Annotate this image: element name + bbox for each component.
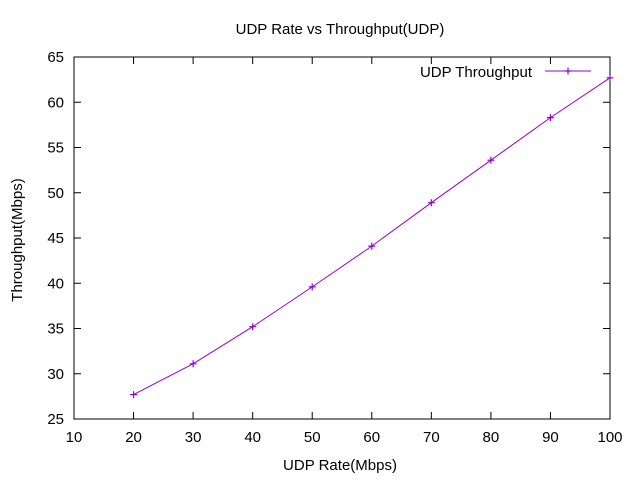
- data-point: [427, 199, 435, 207]
- chart-title: UDP Rate vs Throughput(UDP): [236, 21, 445, 38]
- y-tick-label: 25: [47, 411, 64, 428]
- y-tick-label: 45: [47, 230, 64, 247]
- data-point: [130, 391, 138, 399]
- y-tick-label: 60: [47, 94, 64, 111]
- y-tick-label: 35: [47, 321, 64, 338]
- x-tick-label: 100: [597, 429, 622, 446]
- x-tick-label: 20: [125, 429, 142, 446]
- x-tick-label: 70: [423, 429, 440, 446]
- y-tick-label: 65: [47, 49, 64, 66]
- y-tick-label: 50: [47, 185, 64, 202]
- ticks: 10 20 30 40 50 60 70 80 90 100 25 30 35 40 45 50 55 60 65: [47, 49, 622, 446]
- data-point: [189, 360, 197, 368]
- legend-marker: [564, 67, 572, 75]
- x-tick-label: 30: [185, 429, 202, 446]
- data-point: [308, 283, 316, 291]
- legend: UDP Throughput: [420, 64, 591, 81]
- y-axis-title: Throughput(Mbps): [9, 178, 26, 301]
- x-tick-label: 10: [66, 429, 83, 446]
- axes: [73, 56, 611, 420]
- data-point: [546, 114, 554, 122]
- y-tick-label: 55: [47, 140, 64, 157]
- x-tick-label: 60: [363, 429, 380, 446]
- data-point: [249, 323, 257, 331]
- data-point: [487, 156, 495, 164]
- data-point: [368, 242, 376, 250]
- x-tick-label: 40: [244, 429, 261, 446]
- series-layer: [130, 74, 614, 399]
- plot-frame: [73, 56, 611, 420]
- data-point: [606, 74, 614, 82]
- y-tick-label: 30: [47, 366, 64, 383]
- x-tick-label: 80: [483, 429, 500, 446]
- x-tick-label: 90: [542, 429, 559, 446]
- legend-label: UDP Throughput: [420, 64, 533, 81]
- x-axis-title: UDP Rate(Mbps): [283, 457, 397, 474]
- x-tick-label: 50: [304, 429, 321, 446]
- y-tick-label: 40: [47, 275, 64, 292]
- series-line: [133, 77, 611, 396]
